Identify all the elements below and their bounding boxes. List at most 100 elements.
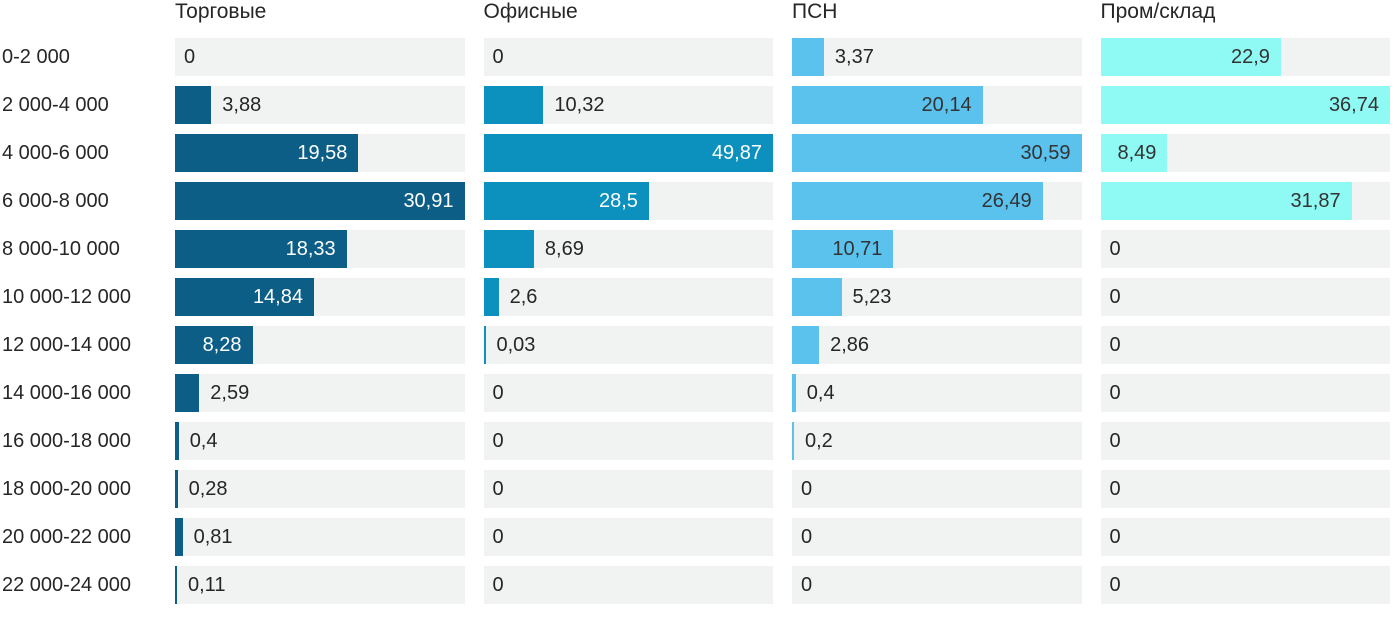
value-label: 8,49 — [1117, 142, 1157, 164]
bar: 36,74 — [1100, 86, 1390, 124]
bar — [792, 374, 796, 412]
value-label: 3,88 — [222, 94, 262, 116]
bar-track: 14,84 — [175, 278, 465, 316]
category-label: 16 000-18 000 — [2, 429, 132, 452]
bar — [792, 38, 824, 76]
bar-track: 0 — [1100, 230, 1390, 268]
bar-track: 20,14 — [792, 86, 1082, 124]
bar-track: 0 — [483, 566, 773, 604]
bar: 8,49 — [1100, 134, 1168, 172]
value-label: 0,2 — [805, 430, 833, 452]
value-label: 0 — [801, 574, 813, 596]
bar-track: 28,5 — [483, 182, 773, 220]
bar — [175, 566, 177, 604]
value-label: 5,23 — [852, 286, 892, 308]
value-label: 0 — [492, 46, 504, 68]
bar-track: 0 — [483, 374, 773, 412]
bar-track: 2,59 — [175, 374, 465, 412]
bar-track: 0 — [483, 422, 773, 460]
bar — [483, 86, 544, 124]
bar — [175, 86, 212, 124]
column-header-torgovye: Торговые — [175, 0, 267, 23]
bar — [175, 374, 200, 412]
bar-track: 8,28 — [175, 326, 465, 364]
value-label: 0 — [1109, 526, 1121, 548]
value-label: 0 — [1109, 382, 1121, 404]
bar-track: 0 — [792, 470, 1082, 508]
bar: 30,59 — [792, 134, 1082, 172]
bar — [483, 326, 486, 364]
value-label: 0 — [1109, 238, 1121, 260]
value-label: 0 — [1109, 430, 1121, 452]
bar-track: 0 — [1100, 518, 1390, 556]
bar-track: 0,03 — [483, 326, 773, 364]
bar-track: 0,4 — [175, 422, 465, 460]
value-label: 2,86 — [830, 334, 870, 356]
bar — [175, 470, 178, 508]
value-label: 0 — [492, 574, 504, 596]
bar-track: 18,33 — [175, 230, 465, 268]
bar — [483, 278, 499, 316]
value-label: 0 — [492, 526, 504, 548]
value-label: 14,84 — [252, 286, 303, 308]
category-label: 4 000-6 000 — [2, 141, 109, 164]
value-label: 0,11 — [188, 574, 226, 596]
bar-track: 26,49 — [792, 182, 1082, 220]
value-label: 10,71 — [832, 238, 883, 260]
value-label: 0 — [801, 478, 813, 500]
bar-track: 31,87 — [1100, 182, 1390, 220]
corner-spacer — [0, 0, 156, 28]
column-header-ofisnye: Офисные — [483, 0, 578, 23]
bar-track: 0 — [175, 38, 465, 76]
bar-track: 8,69 — [483, 230, 773, 268]
bar — [792, 422, 794, 460]
value-label: 0 — [801, 526, 813, 548]
value-label: 0,28 — [188, 478, 228, 500]
bar-track: 0,81 — [175, 518, 465, 556]
value-label: 0 — [1109, 478, 1121, 500]
value-label: 28,5 — [598, 190, 638, 212]
bar-track: 0 — [1100, 374, 1390, 412]
bar-track: 36,74 — [1100, 86, 1390, 124]
value-label: 10,32 — [554, 94, 605, 116]
bar-track: 8,49 — [1100, 134, 1390, 172]
bar-track: 0 — [792, 566, 1082, 604]
category-label: 10 000-12 000 — [2, 285, 132, 308]
bar-track: 22,9 — [1100, 38, 1390, 76]
value-label: 18,33 — [285, 238, 336, 260]
bar-track: 0 — [792, 518, 1082, 556]
bar-track: 0 — [1100, 278, 1390, 316]
category-label: 20 000-22 000 — [2, 525, 132, 548]
bar-track: 3,88 — [175, 86, 465, 124]
value-label: 3,37 — [834, 46, 874, 68]
bar — [175, 422, 179, 460]
bar-track: 0,2 — [792, 422, 1082, 460]
category-label: 2 000-4 000 — [2, 93, 109, 116]
grouped-bar-chart: Торговые Офисные ПСН Пром/склад 0-2 000 0… — [0, 0, 1390, 604]
bar — [792, 278, 842, 316]
bar-track: 0 — [1100, 422, 1390, 460]
category-label: 22 000-24 000 — [2, 573, 132, 596]
value-label: 36,74 — [1328, 94, 1379, 116]
value-label: 0 — [1109, 574, 1121, 596]
value-label: 0 — [492, 478, 504, 500]
bar-track: 0,28 — [175, 470, 465, 508]
category-label: 8 000-10 000 — [2, 237, 120, 260]
value-label: 26,49 — [981, 190, 1032, 212]
bar-track: 0 — [483, 38, 773, 76]
category-label: 18 000-20 000 — [2, 477, 132, 500]
bar: 14,84 — [175, 278, 314, 316]
bar — [175, 518, 183, 556]
value-label: 0 — [492, 382, 504, 404]
bar-track: 30,59 — [792, 134, 1082, 172]
bar: 26,49 — [792, 182, 1043, 220]
bar: 10,71 — [792, 230, 894, 268]
category-label: 0-2 000 — [2, 45, 70, 68]
bar-track: 0,11 — [175, 566, 465, 604]
bar-track: 0 — [483, 518, 773, 556]
bar: 22,9 — [1100, 38, 1281, 76]
bar: 19,58 — [175, 134, 359, 172]
category-label: 12 000-14 000 — [2, 333, 132, 356]
bar-track: 0,4 — [792, 374, 1082, 412]
value-label: 30,59 — [1020, 142, 1071, 164]
